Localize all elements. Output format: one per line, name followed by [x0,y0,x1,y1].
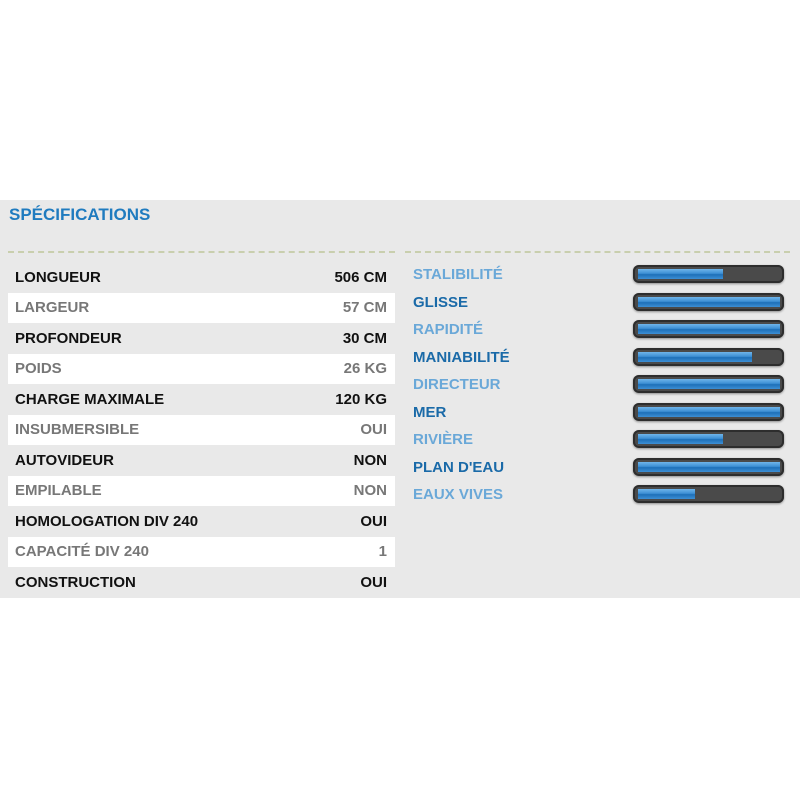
spec-label: AUTOVIDEUR [15,451,114,469]
spec-label: POIDS [15,360,62,378]
rating-row: EAUX VIVES [405,481,790,509]
spec-label: CAPACITÉ DIV 240 [15,543,149,561]
rating-bar [633,375,784,393]
rating-label: RIVIÈRE [413,431,474,448]
spec-row: LARGEUR 57 CM [8,292,395,323]
rating-bar-fill [638,406,780,417]
rating-bar-fill [638,269,724,279]
spec-value: 26 KG [343,360,387,378]
rating-bar-fill [638,351,752,362]
spec-row: AUTOVIDEUR NON [8,445,395,476]
rating-bar [633,457,784,476]
spec-label: PROFONDEUR [15,329,122,347]
rating-bar-fill [638,379,780,389]
divider-right [405,251,790,253]
rating-bar [633,430,784,448]
ratings-list: STALIBILITÉ GLISSE RAPIDITÉ MANIABILITÉ … [405,261,790,509]
spec-label: INSUBMERSIBLE [15,421,140,439]
rating-bar [633,265,784,283]
spec-value: NON [353,451,387,469]
spec-value: 506 CM [334,268,387,286]
spec-row: LONGUEUR 506 CM [8,262,395,293]
spec-row: EMPILABLE NON [8,475,395,506]
rating-label: MER [413,403,447,421]
spec-label: LARGEUR [15,299,90,317]
rating-row: STALIBILITÉ [405,261,790,289]
rating-row: GLISSE [405,289,790,317]
rating-row: PLAN D'EAU [405,454,790,482]
rating-row: DIRECTEUR [405,371,790,399]
rating-bar-fill [638,434,724,444]
spec-label: LONGUEUR [15,268,101,286]
spec-row: POIDS 26 KG [8,353,395,384]
rating-row: MANIABILITÉ [405,344,790,372]
rating-label: RAPIDITÉ [413,321,484,338]
section-title: SPÉCIFICATIONS [9,205,151,224]
spec-value: 30 CM [342,329,387,347]
rating-label: DIRECTEUR [413,376,501,393]
spec-row: INSUBMERSIBLE OUI [8,414,395,445]
rating-bar-fill [638,296,780,307]
rating-row: RIVIÈRE [405,426,790,454]
rating-bar-fill [638,461,780,472]
rating-row: RAPIDITÉ [405,316,790,344]
rating-label: MANIABILITÉ [413,348,510,366]
rating-bar [633,292,784,311]
rating-bar [633,320,784,338]
spec-value: 120 KG [335,390,387,408]
spec-label: HOMOLOGATION DIV 240 [15,512,199,530]
spec-value: OUI [360,421,387,439]
spec-label: CONSTRUCTION [15,573,136,591]
specifications-panel: SPÉCIFICATIONS LONGUEUR 506 CM LARGEUR 57 C… [0,200,800,598]
rating-label: GLISSE [413,293,469,311]
rating-bar [633,402,784,421]
spec-label: EMPILABLE [15,482,102,500]
rating-label: EAUX VIVES [413,486,504,503]
spec-value: OUI [360,573,387,591]
spec-value: 57 CM [342,299,387,317]
rating-label: PLAN D'EAU [413,458,505,476]
spec-row: CAPACITÉ DIV 240 1 [8,536,395,567]
rating-bar-fill [638,489,695,499]
spec-row: PROFONDEUR 30 CM [8,323,395,354]
spec-value: 1 [378,543,387,561]
spec-value: OUI [360,512,387,530]
rating-bar [633,485,784,503]
spec-label: CHARGE MAXIMALE [15,390,165,408]
rating-bar [633,347,784,366]
spec-value: NON [353,482,387,500]
spec-row: CONSTRUCTION OUI [8,567,395,598]
divider-left [8,251,395,253]
spec-row: CHARGE MAXIMALE 120 KG [8,384,395,415]
rating-bar-fill [638,324,780,334]
specs-table: LONGUEUR 506 CM LARGEUR 57 CM PROFONDEUR 30 C… [8,262,395,598]
rating-row: MER [405,399,790,427]
spec-row: HOMOLOGATION DIV 240 OUI [8,506,395,537]
rating-label: STALIBILITÉ [413,266,503,283]
